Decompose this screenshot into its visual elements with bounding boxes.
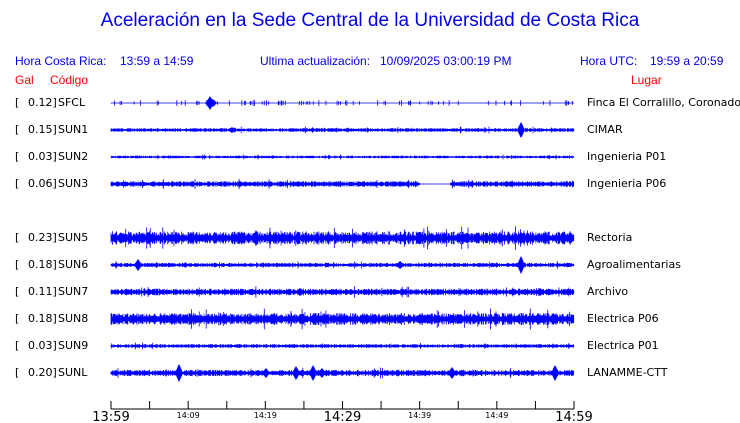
- bracket: [: [15, 285, 20, 298]
- station-gal-value: 0.18]: [28, 258, 57, 271]
- gal-value: 0.20: [28, 366, 53, 379]
- station-code: SUN2: [58, 150, 89, 163]
- bracket: [: [15, 123, 20, 136]
- station-code: SUN6: [58, 258, 89, 271]
- place-column-header: Lugar: [631, 73, 662, 87]
- axis-tick-label: 14:39: [408, 411, 431, 420]
- seismic-trace-sun1: [110, 122, 575, 138]
- station-gal-value: 0.11]: [28, 285, 57, 298]
- station-code: SUN7: [58, 285, 89, 298]
- axis-tick-label: 13:59: [92, 410, 129, 423]
- station-place: Agroalimentarias: [587, 258, 681, 271]
- station-gal-value: 0.18]: [28, 312, 57, 325]
- station-gal-value: 0.15]: [28, 123, 57, 136]
- page-title: Aceleración en la Sede Central de la Uni…: [100, 10, 640, 31]
- gal-value: 0.18: [28, 312, 53, 325]
- station-place: Electrica P01: [587, 339, 659, 352]
- gal-column-header: Gal: [15, 73, 34, 87]
- utc-time-label: Hora UTC:: [580, 54, 638, 68]
- seismic-trace-sun6: [110, 256, 575, 274]
- station-code: SUN8: [58, 312, 89, 325]
- seismic-trace-sun5: [110, 226, 575, 250]
- last-update-value: 10/09/2025 03:00:19 PM: [380, 54, 512, 68]
- station-gal-value: 0.23]: [28, 231, 57, 244]
- local-time-range: 13:59 a 14:59: [120, 54, 194, 68]
- bracket: [: [15, 312, 20, 325]
- seismic-trace-sun7: [110, 286, 575, 298]
- station-place: CIMAR: [587, 123, 623, 136]
- axis-tick-label: 14:19: [254, 411, 277, 420]
- gal-value: 0.23: [28, 231, 53, 244]
- station-gal-value: 0.03]: [28, 339, 57, 352]
- station-gal-value: 0.06]: [28, 177, 57, 190]
- station-code: SUNL: [58, 366, 88, 379]
- station-place: Archivo: [587, 285, 629, 298]
- station-gal-value: 0.12]: [28, 96, 57, 109]
- last-update-label: Ultima actualización:: [260, 54, 371, 68]
- bracket: [: [15, 150, 20, 163]
- bracket: [: [15, 258, 20, 271]
- seismic-trace-sfcl: [110, 96, 575, 110]
- gal-value: 0.18: [28, 258, 53, 271]
- bracket: [: [15, 96, 20, 109]
- station-gal-value: 0.03]: [28, 150, 57, 163]
- code-column-header: Código: [50, 73, 89, 87]
- station-code: SUN3: [58, 177, 89, 190]
- utc-time-range: 19:59 a 20:59: [650, 54, 724, 68]
- station-place: Rectoria: [587, 231, 633, 244]
- gal-value: 0.11: [28, 285, 53, 298]
- bracket: [: [15, 177, 20, 190]
- seismic-trace-sun3: [110, 179, 575, 189]
- station-code: SUN5: [58, 231, 89, 244]
- station-code: SUN9: [58, 339, 89, 352]
- gal-value: 0.06: [28, 177, 53, 190]
- bracket: [: [15, 366, 20, 379]
- seismic-trace-sun9: [110, 342, 575, 350]
- local-time-label: Hora Costa Rica:: [15, 54, 107, 68]
- station-place: Finca El Corralillo, Coronado: [587, 96, 740, 109]
- bracket: [: [15, 231, 20, 244]
- station-place: LANAMME-CTT: [587, 366, 668, 379]
- station-gal-value: 0.20]: [28, 366, 57, 379]
- axis-tick-label: 14:29: [324, 410, 361, 423]
- bracket: [: [15, 339, 20, 352]
- seismic-trace-sun2: [110, 154, 575, 160]
- axis-tick-label: 14:59: [555, 410, 592, 423]
- station-code: SUN1: [58, 123, 89, 136]
- gal-value: 0.03: [28, 339, 53, 352]
- station-code: SFCL: [58, 96, 86, 109]
- station-place: Ingenieria P01: [587, 150, 667, 163]
- station-place: Ingenieria P06: [587, 177, 667, 190]
- station-place: Electrica P06: [587, 312, 659, 325]
- gal-value: 0.12: [28, 96, 53, 109]
- seismic-trace-sunl: [110, 364, 575, 382]
- gal-value: 0.03: [28, 150, 53, 163]
- axis-tick-label: 14:49: [485, 411, 508, 420]
- seismic-trace-sun8: [110, 308, 575, 330]
- axis-tick-label: 14:09: [177, 411, 200, 420]
- gal-value: 0.15: [28, 123, 53, 136]
